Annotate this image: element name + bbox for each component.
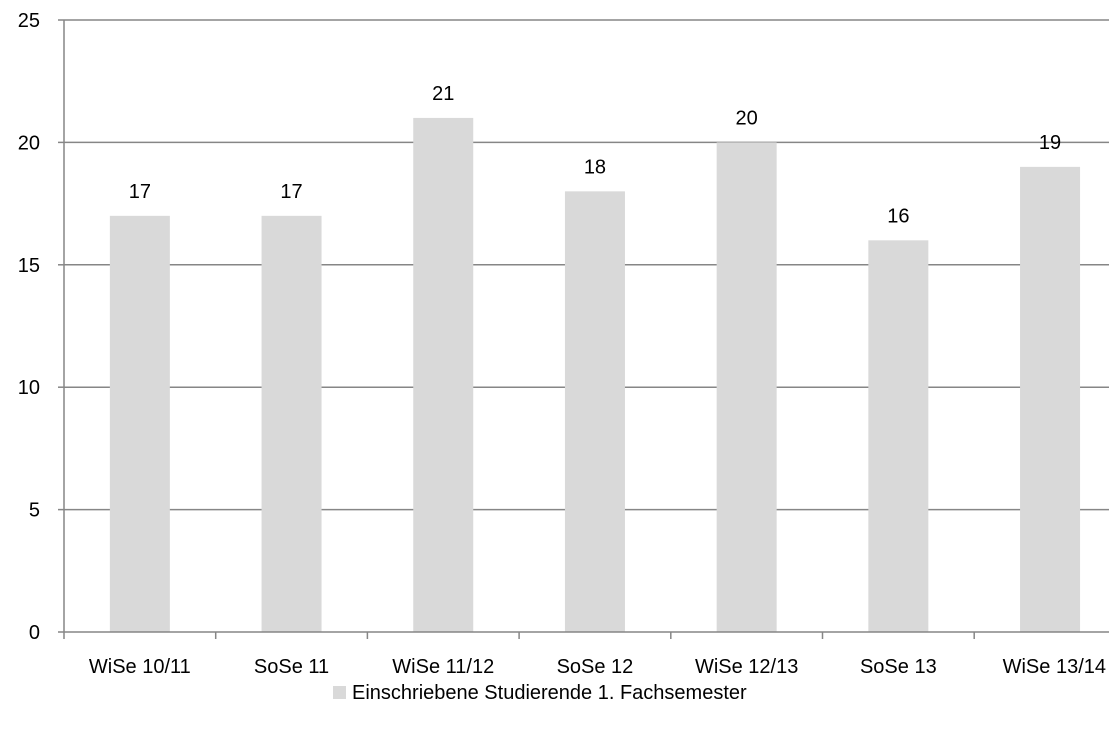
x-tick-label: WiSe 13/14 xyxy=(1003,656,1106,678)
bar xyxy=(261,215,322,632)
legend: Einschriebene Studierende 1. Fachsemeste… xyxy=(333,682,747,704)
x-tick-label: WiSe 10/11 xyxy=(89,656,191,678)
y-tick-label: 15 xyxy=(18,255,40,277)
y-tick-label: 25 xyxy=(18,10,40,32)
y-tick-label: 5 xyxy=(29,500,40,522)
x-tick-label: SoSe 13 xyxy=(860,656,937,678)
data-label: 21 xyxy=(432,83,454,105)
data-label: 17 xyxy=(129,181,151,203)
y-tick-label: 20 xyxy=(18,132,40,154)
legend-label: Einschriebene Studierende 1. Fachsemeste… xyxy=(352,682,747,704)
y-tick-label: 10 xyxy=(18,377,40,399)
x-tick-label: SoSe 12 xyxy=(557,656,634,678)
data-label: 16 xyxy=(887,205,909,227)
bar xyxy=(868,240,929,632)
bar xyxy=(716,142,777,632)
x-tick-label: WiSe 12/13 xyxy=(695,656,798,678)
data-label: 19 xyxy=(1039,132,1061,154)
data-label: 18 xyxy=(584,156,606,178)
tick-labels: 0 5 10 15 20 25 WiSe 10/11 SoSe 11 WiSe 11/12 SoS… xyxy=(18,10,1106,678)
x-tick-label: SoSe 11 xyxy=(254,656,329,678)
data-labels: 17 17 21 18 20 16 19 xyxy=(129,83,1061,227)
data-label: 20 xyxy=(736,107,758,129)
legend-swatch xyxy=(333,686,346,699)
bar xyxy=(413,117,474,633)
bar xyxy=(1020,166,1081,632)
bars xyxy=(109,117,1081,633)
axes xyxy=(58,19,1109,639)
y-tick-label: 0 xyxy=(29,622,40,644)
data-label: 17 xyxy=(280,181,302,203)
bar xyxy=(564,191,625,633)
x-tick-label: WiSe 11/12 xyxy=(392,656,494,678)
bar xyxy=(109,215,170,632)
